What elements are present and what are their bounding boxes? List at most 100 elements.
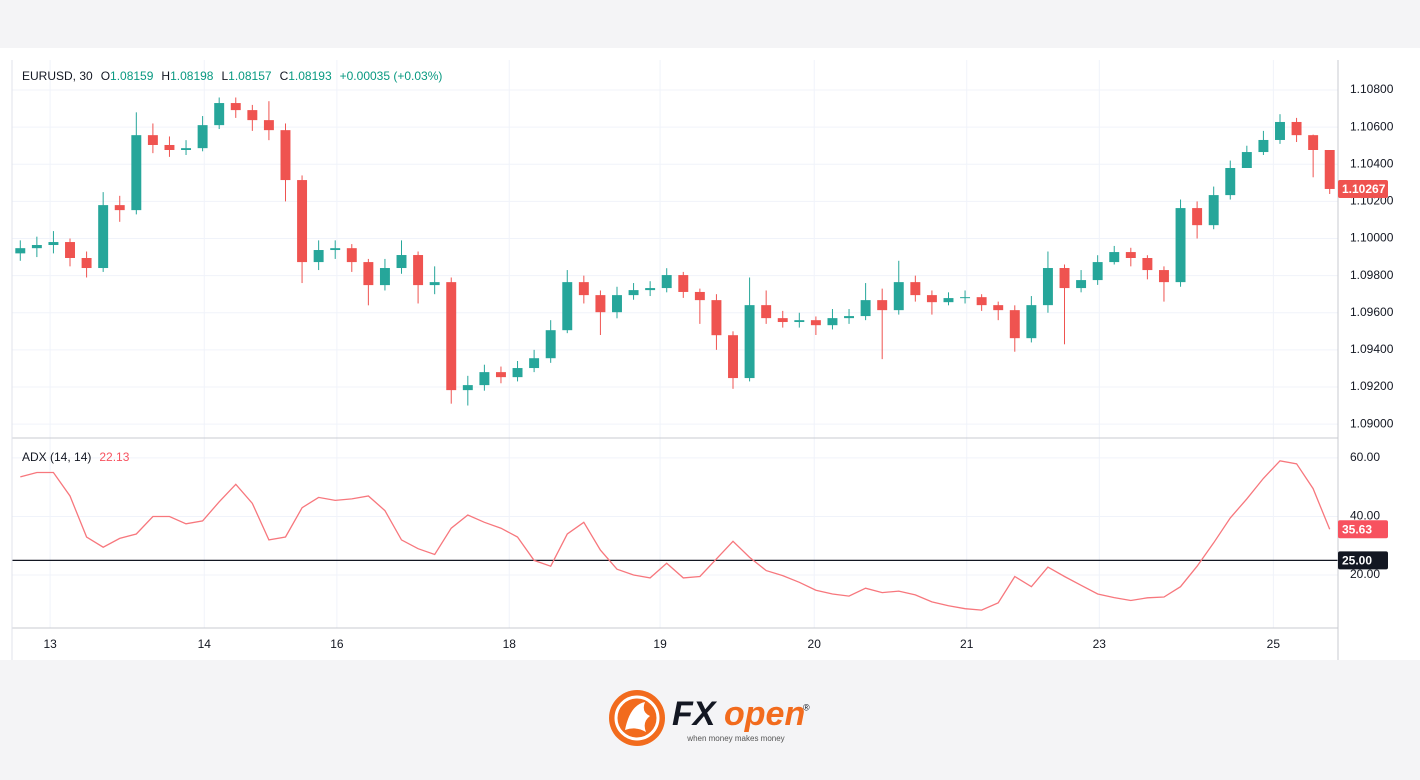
chart-card [0, 48, 1420, 660]
candle-body [728, 335, 738, 379]
adx-name: ADX (14, 14) [22, 450, 91, 464]
candle-body [396, 255, 407, 269]
logo-tagline: when money makes money [686, 734, 784, 743]
y-tick-label: 1.09800 [1350, 268, 1394, 282]
adx-last-label-bg [1338, 520, 1388, 539]
y-tick-label: 1.09000 [1350, 416, 1394, 430]
candle-body [131, 135, 142, 211]
candle-body [827, 318, 838, 326]
y-tick-label: 1.09600 [1350, 305, 1394, 319]
candle-body [181, 148, 192, 150]
candle-body [976, 297, 987, 306]
candle-body [877, 300, 888, 311]
candle-body [1208, 195, 1219, 226]
close-value: 1.08193 [288, 69, 332, 83]
candle-body [1042, 268, 1053, 306]
logo-icon-ring [614, 695, 660, 741]
candle-body [147, 135, 158, 145]
candle-body [761, 305, 772, 319]
grid-layer [12, 60, 1338, 628]
candle-body [1175, 208, 1186, 283]
candle-body [943, 298, 954, 303]
adx-value: 22.13 [99, 450, 129, 464]
candle-body [910, 282, 921, 296]
x-tick-label: 18 [503, 637, 517, 651]
candle-body [280, 130, 291, 181]
candle-body [495, 372, 506, 378]
candle-body [446, 282, 457, 391]
candle-body [960, 297, 971, 299]
y-tick-label: 1.09200 [1350, 379, 1394, 393]
candle-body [529, 358, 540, 369]
candle-body [794, 320, 805, 323]
candle-body [777, 318, 788, 323]
candle-body [15, 248, 26, 254]
x-tick-label: 14 [198, 637, 212, 651]
open-key: O [101, 69, 110, 83]
symbol: EURUSD, 30 [22, 69, 93, 83]
candle-body [1225, 168, 1236, 196]
y-tick-label: 1.09400 [1350, 342, 1394, 356]
candle-body [346, 248, 357, 263]
y-tick-label: 20.00 [1350, 567, 1380, 581]
y-tick-label: 1.10400 [1350, 156, 1394, 170]
adx-last-label: 35.63 [1342, 522, 1372, 536]
adx-legend: ADX (14, 14) 22.13 [22, 450, 130, 464]
candle-body [512, 368, 523, 378]
candle-body [247, 110, 258, 121]
candle-body [214, 103, 225, 126]
candle-body [98, 205, 109, 269]
candle-body [65, 242, 75, 258]
logo-open: open [724, 695, 805, 733]
x-tick-label: 16 [330, 637, 344, 651]
candle-body [1026, 305, 1037, 339]
candle-body [1275, 121, 1285, 140]
x-tick-label: 21 [960, 637, 974, 651]
logo-reg: ® [803, 702, 810, 712]
x-tick-label: 19 [653, 637, 667, 651]
y-tick-label: 1.10800 [1350, 82, 1394, 96]
low-key: L [221, 69, 228, 83]
candle-body [263, 120, 274, 131]
candle-body [661, 275, 672, 289]
candle-body [114, 205, 125, 211]
candle-body [1308, 135, 1319, 150]
candle-body [628, 290, 639, 296]
candle-body [860, 300, 871, 317]
candle-body [893, 282, 904, 311]
candle-body [1324, 150, 1335, 189]
logo: FX open ® when money makes money [609, 690, 810, 746]
last-price-label: 1.10267 [1342, 182, 1386, 196]
candle-body [230, 103, 241, 111]
candle-body [1059, 268, 1070, 289]
candle-body [363, 262, 374, 286]
open-value: 1.08159 [110, 69, 154, 83]
candle-body [645, 288, 656, 291]
change: +0.00035 (+0.03%) [340, 69, 443, 83]
candle-body [413, 255, 424, 286]
logo-fx: FX [672, 695, 718, 733]
candle-body [379, 268, 390, 286]
candle-body [1125, 252, 1136, 258]
candle-body [844, 316, 855, 319]
candle-body [562, 282, 573, 331]
candle-body [1109, 252, 1120, 263]
y-tick-label: 1.10600 [1350, 119, 1394, 133]
candle-body [1009, 310, 1020, 339]
high-value: 1.08198 [170, 69, 214, 83]
candle-body [81, 258, 92, 269]
candle-body [678, 275, 689, 292]
candle-body [810, 320, 821, 326]
candle-body [578, 282, 589, 296]
x-tick-label: 23 [1093, 637, 1107, 651]
candle-body [197, 125, 208, 149]
candle-body [694, 291, 705, 301]
low-value: 1.08157 [228, 69, 272, 83]
candle-body [993, 305, 1004, 311]
candle-body [330, 248, 341, 251]
price-legend: EURUSD, 30 O1.08159 H1.08198 L1.08157 C1.081… [22, 69, 442, 83]
candle-body [711, 300, 722, 336]
candle-body [48, 242, 59, 246]
